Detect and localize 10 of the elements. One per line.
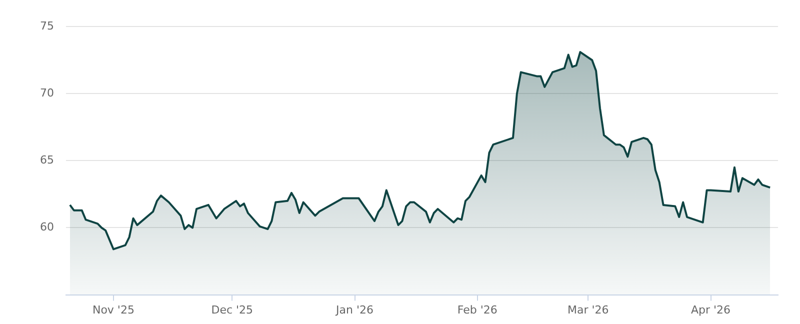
y-tick-label: 65 [40,154,54,167]
x-tick-label: Mar '26 [567,303,609,316]
y-tick-label: 60 [40,220,54,234]
x-tick-label: Jan '26 [335,303,374,316]
y-tick-label: 75 [40,19,54,32]
x-tick-label: Dec '25 [211,303,254,316]
y-tick-label: 70 [40,86,54,100]
x-tick-label: Nov '25 [92,303,134,316]
x-tick-label: Apr '26 [690,303,731,316]
x-tick-label: Feb '26 [457,303,498,316]
